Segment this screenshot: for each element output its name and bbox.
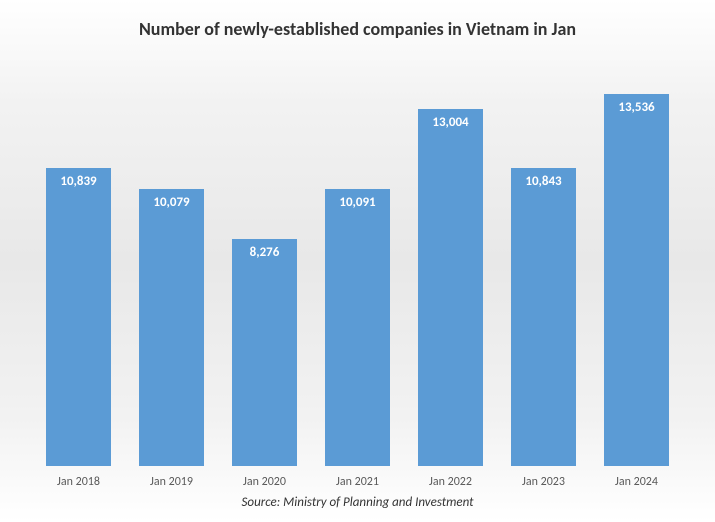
- bar-value-label: 8,276: [250, 245, 280, 260]
- x-axis-label: Jan 2018: [32, 475, 125, 489]
- chart-container: Number of newly-established companies in…: [0, 0, 715, 522]
- bar: 13,536: [604, 94, 669, 466]
- bar-group: 13,004: [404, 54, 497, 466]
- bar-value-label: 13,004: [432, 115, 468, 130]
- bar: 10,079: [139, 189, 204, 466]
- bar: 10,843: [511, 168, 576, 466]
- bar: 10,091: [325, 189, 390, 466]
- bar-value-label: 13,536: [618, 100, 654, 115]
- x-axis-label: Jan 2021: [311, 475, 404, 489]
- bar-value-label: 10,843: [525, 174, 561, 189]
- x-axis-label: Jan 2020: [218, 475, 311, 489]
- bar-group: 10,843: [497, 54, 590, 466]
- x-axis: Jan 2018 Jan 2019 Jan 2020 Jan 2021 Jan …: [28, 467, 687, 489]
- x-axis-label: Jan 2024: [590, 475, 683, 489]
- bar: 8,276: [232, 239, 297, 466]
- source-text: Source: Ministry of Planning and Investm…: [28, 495, 687, 510]
- bar-group: 10,091: [311, 54, 404, 466]
- x-axis-label: Jan 2022: [404, 475, 497, 489]
- bar-group: 10,079: [125, 54, 218, 466]
- bar-group: 10,839: [32, 54, 125, 466]
- bar: 13,004: [418, 109, 483, 466]
- x-axis-label: Jan 2023: [497, 475, 590, 489]
- bar-value-label: 10,091: [339, 195, 375, 210]
- bar-value-label: 10,839: [60, 174, 96, 189]
- bar-value-label: 10,079: [153, 195, 189, 210]
- x-axis-label: Jan 2019: [125, 475, 218, 489]
- bar-group: 13,536: [590, 54, 683, 466]
- chart-title: Number of newly-established companies in…: [28, 18, 687, 40]
- plot-area: 10,839 10,079 8,276 10,091 13,004 10,843: [28, 54, 687, 467]
- bar-group: 8,276: [218, 54, 311, 466]
- bar: 10,839: [46, 168, 111, 466]
